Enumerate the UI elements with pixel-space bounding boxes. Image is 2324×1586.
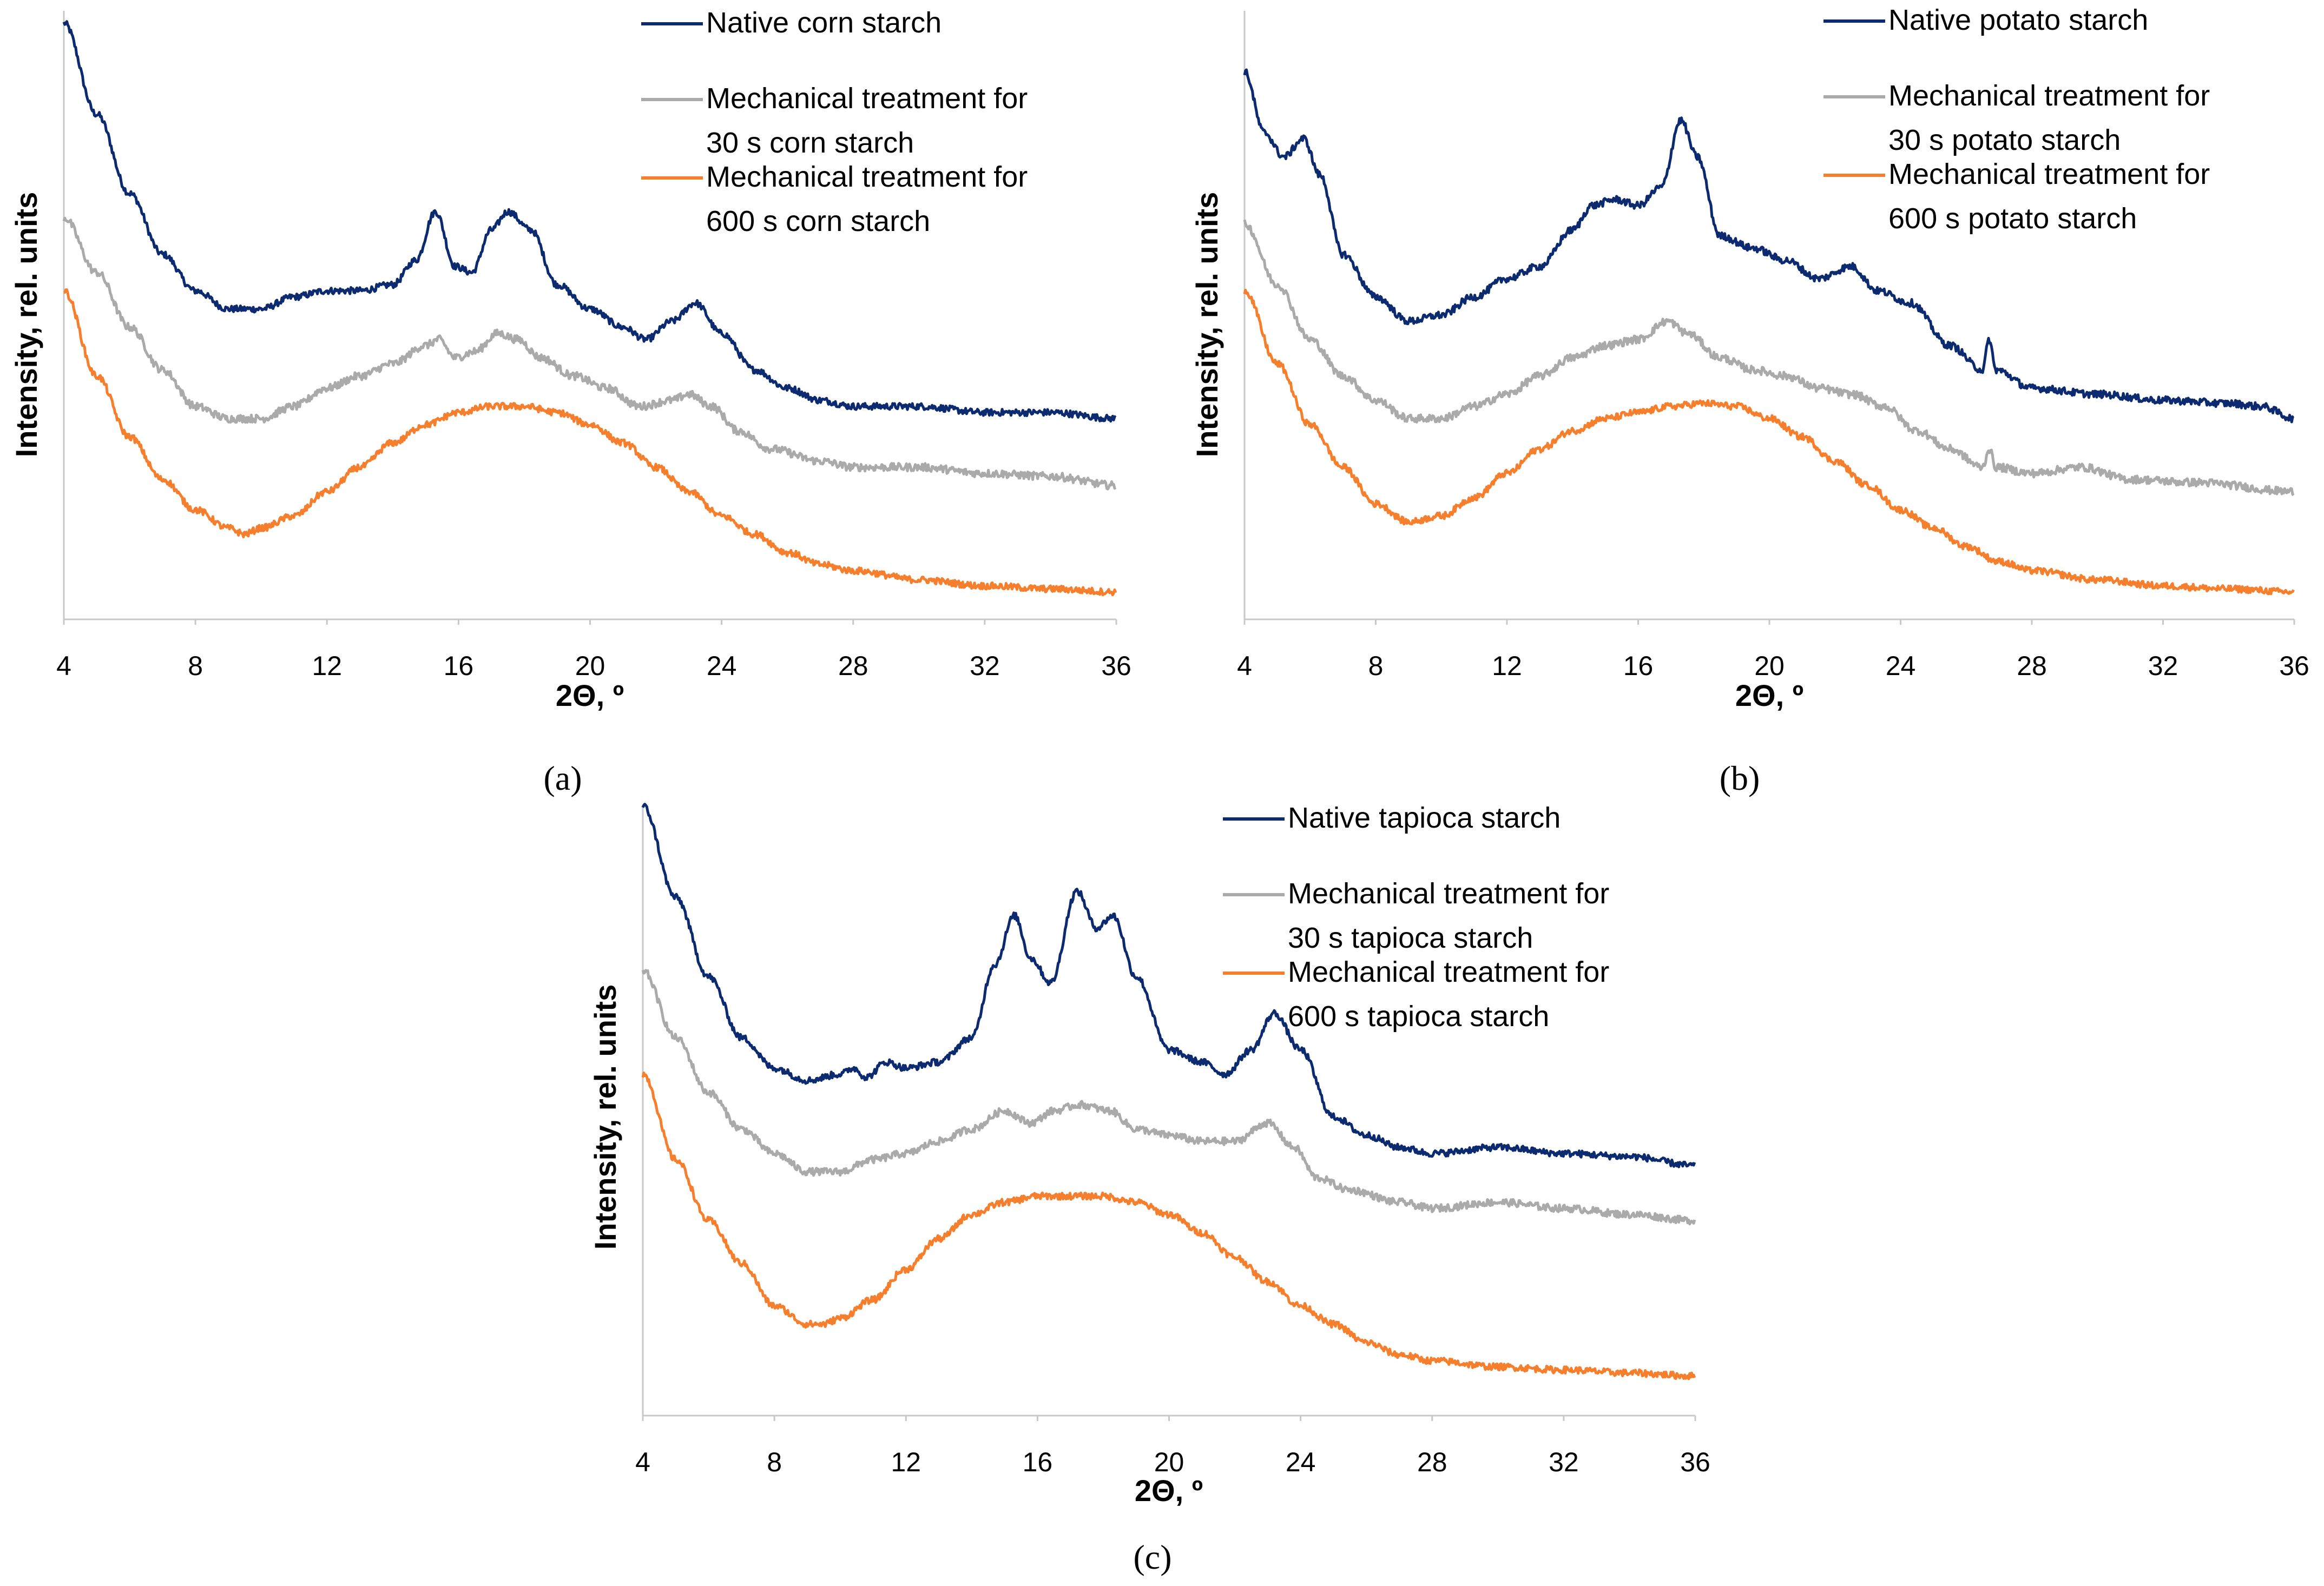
legend: Native tapioca starch Mechanical treatmen… [1223,802,1609,1033]
x-ticks: 4 8 12 16 20 24 28 32 36 [1237,619,2309,681]
legend-label-mech600: Mechanical treatment for [706,161,1028,193]
legend-label-mech30: Mechanical treatment for [706,82,1028,115]
x-axis-title: 2Θ, º [1135,1473,1203,1508]
y-axis-title: Intensity, rel. units [9,192,43,458]
x-tick-label: 8 [1368,651,1384,681]
x-tick-label: 32 [1549,1447,1579,1477]
x-tick-label: 16 [1023,1447,1053,1477]
x-tick-label: 8 [188,651,203,681]
series-line-mech30 [62,216,1117,491]
legend-label-mech600: 600 s potato starch [1888,202,2137,235]
panel-label: (a) [543,759,582,797]
legend-label-mech30: 30 s potato starch [1888,124,2121,156]
x-tick-label: 24 [707,651,737,681]
x-tick-label: 12 [891,1447,921,1477]
x-axis-title: 2Θ, º [556,678,624,712]
series-line-native [62,20,1117,423]
series-layer [1243,68,2295,596]
legend-label-mech30: 30 s corn starch [706,127,914,159]
x-ticks: 4 8 12 16 20 24 28 32 36 [56,619,1131,681]
legend-label-mech600: 600 s corn starch [706,205,930,237]
panel-a-corn-chart: 4 8 12 16 20 24 28 32 36 2Θ, º Intensity, rel. u… [9,6,1131,797]
x-tick-label: 4 [635,1447,650,1477]
series-layer [62,20,1117,597]
y-axis-title: Intensity, rel. units [1190,192,1224,458]
panel-b-potato-chart: 4 8 12 16 20 24 28 32 36 2Θ, º Intensity, rel. u… [1190,4,2309,797]
series-line-native [1243,68,2295,424]
x-tick-label: 36 [1680,1447,1710,1477]
x-tick-label: 28 [2017,651,2047,681]
panel-label: (b) [1720,759,1760,797]
x-tick-label: 32 [2148,651,2178,681]
legend-label-mech30: 30 s tapioca starch [1288,922,1533,954]
legend: Native potato starch Mechanical treatment… [1823,4,2210,235]
x-axis-title: 2Θ, º [1735,678,1803,712]
x-ticks: 4 8 12 16 20 24 28 32 36 [635,1416,1710,1477]
legend-label-native: Native potato starch [1888,4,2148,36]
panel-c-tapioca-chart: 4 8 12 16 20 24 28 32 36 2Θ, º Intensity, rel. u… [588,802,1710,1576]
y-axis-title: Intensity, rel. units [588,984,622,1250]
series-line-mech600 [641,1071,1696,1380]
legend-label-mech600: 600 s tapioca starch [1288,1000,1549,1033]
x-tick-label: 36 [1101,651,1131,681]
x-tick-label: 16 [1623,651,1654,681]
x-tick-label: 16 [444,651,474,681]
x-tick-label: 20 [1154,1447,1184,1477]
x-tick-label: 8 [767,1447,782,1477]
series-line-native [641,803,1696,1168]
x-tick-label: 24 [1886,651,1916,681]
x-tick-label: 4 [56,651,71,681]
legend-label-mech600: Mechanical treatment for [1888,158,2210,190]
x-tick-label: 12 [312,651,342,681]
series-line-mech30 [1243,219,2295,497]
x-tick-label: 4 [1237,651,1252,681]
legend-label-mech30: Mechanical treatment for [1288,877,1609,910]
x-tick-label: 32 [970,651,1000,681]
legend-label-native: Native corn starch [706,6,942,39]
series-layer [641,803,1696,1380]
panel-label: (c) [1133,1538,1171,1576]
x-tick-label: 28 [838,651,868,681]
x-tick-label: 20 [1754,651,1785,681]
series-line-mech30 [641,969,1696,1226]
series-line-mech600 [63,288,1117,597]
legend-label-mech30: Mechanical treatment for [1888,80,2210,112]
x-tick-label: 24 [1286,1447,1316,1477]
x-tick-label: 28 [1417,1447,1447,1477]
legend-label-mech600: Mechanical treatment for [1288,956,1609,988]
x-tick-label: 20 [575,651,605,681]
legend-label-native: Native tapioca starch [1288,802,1561,834]
series-line-mech600 [1243,288,2295,596]
x-tick-label: 36 [2279,651,2309,681]
legend: Native corn starch Mechanical treatment f… [641,6,1028,237]
x-tick-label: 12 [1492,651,1522,681]
